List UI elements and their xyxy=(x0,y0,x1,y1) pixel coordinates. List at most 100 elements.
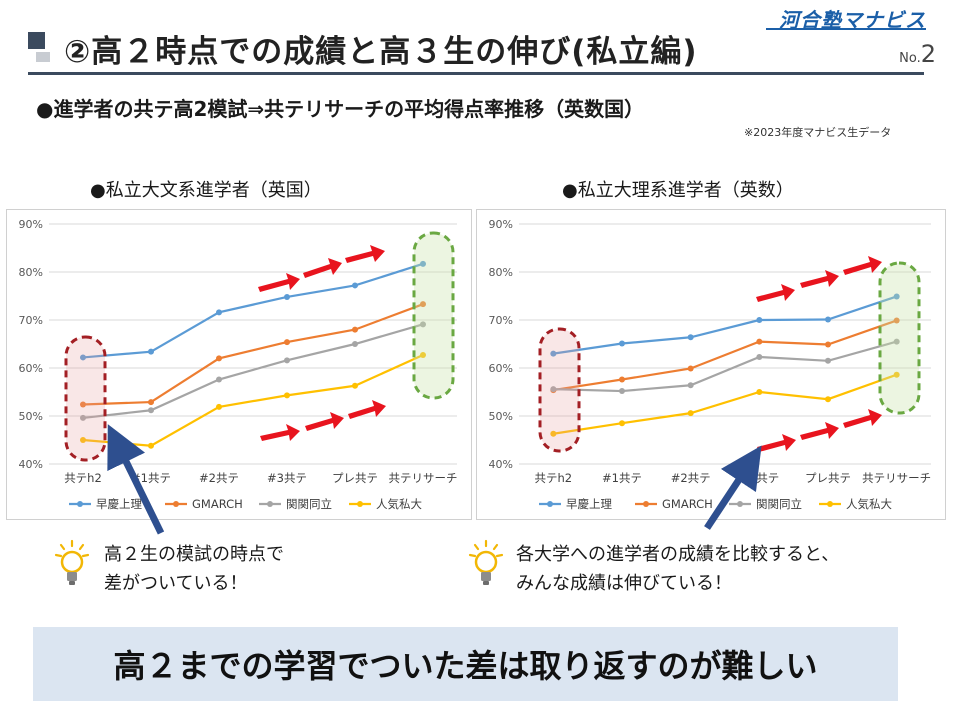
data-point xyxy=(687,334,694,341)
tip-right: 各大学への進学者の成績を比較すると、 みんな成績は伸びている！ xyxy=(516,540,839,598)
legend-marker xyxy=(547,501,553,507)
legend-label: 人気私大 xyxy=(846,497,892,511)
data-point xyxy=(893,293,900,300)
conclusion-banner: 高２までの学習でついた差は取り返すのが難しい xyxy=(33,627,898,701)
data-point xyxy=(216,403,222,410)
tip-left: 高２生の模試の時点で 差がついている！ xyxy=(104,540,284,598)
data-point xyxy=(825,341,831,348)
y-tick-label: 40% xyxy=(489,458,513,471)
chart-panel-science: 40% 50% 60% 70% 80% 90% 共テh2 #1共テ #2共テ #3共テ プレ共テ 共テ… xyxy=(476,209,946,520)
y-tick-label: 80% xyxy=(489,266,513,279)
data-point xyxy=(756,353,763,360)
y-tick-label: 90% xyxy=(19,218,43,231)
chart-title-science: ●私立大理系進学者（英数） xyxy=(562,180,794,201)
data-point xyxy=(148,399,154,406)
data-point xyxy=(893,317,900,324)
lightbulb-icon xyxy=(468,539,504,585)
x-tick-label: プレ共テ xyxy=(332,471,378,485)
x-tick-label: #3共テ xyxy=(739,471,779,485)
data-point xyxy=(80,414,86,421)
y-tick-label: 60% xyxy=(489,362,513,375)
data-point xyxy=(550,386,557,393)
series-line-2 xyxy=(553,340,897,393)
legend-marker xyxy=(827,501,833,507)
data-point xyxy=(756,338,763,345)
y-tick-label: 40% xyxy=(19,458,43,471)
data-point xyxy=(284,339,290,346)
tip-left-line1: 高２生の模試の時点で xyxy=(104,544,284,565)
x-tick-label: #1共テ xyxy=(602,471,642,485)
x-tick-label: 共テリサーチ xyxy=(862,471,931,485)
legend-label: 早慶上理 xyxy=(566,497,612,511)
series-line-1 xyxy=(553,319,898,392)
series-line-0 xyxy=(82,262,424,359)
legend-marker xyxy=(643,501,649,507)
data-point xyxy=(825,396,831,403)
data-point xyxy=(619,420,625,427)
x-tick-label: 共テリサーチ xyxy=(389,471,458,485)
brand-underline xyxy=(766,28,926,30)
data-point xyxy=(619,388,625,395)
page-number-value: 2 xyxy=(920,40,936,68)
data-point xyxy=(352,341,358,347)
conclusion-text: 高２までの学習でついた差は取り返すのが難しい xyxy=(113,647,818,685)
data-point xyxy=(550,350,557,357)
chart-title-humanities: ●私立大文系進学者（英国） xyxy=(90,180,322,201)
legend-label: 関関同立 xyxy=(756,497,802,511)
page-number: No.2 xyxy=(899,40,936,68)
data-point xyxy=(284,357,290,364)
y-tick-label: 70% xyxy=(19,314,43,327)
y-tick-label: 90% xyxy=(489,218,513,231)
x-tick-label: #1共テ xyxy=(131,471,171,485)
page-number-prefix: No. xyxy=(899,51,921,66)
data-point xyxy=(352,282,358,289)
data-point xyxy=(420,352,426,359)
tip-right-line2: みんな成績は伸びている！ xyxy=(516,573,732,594)
series-line-2 xyxy=(82,323,424,420)
legend-label: 関関同立 xyxy=(286,497,332,511)
data-point xyxy=(352,326,358,333)
tip-right-line1: 各大学への進学者の成績を比較すると、 xyxy=(516,544,840,565)
data-point xyxy=(284,293,290,300)
data-point xyxy=(420,301,426,308)
data-point xyxy=(284,392,290,399)
y-tick-label: 80% xyxy=(19,266,43,279)
data-point xyxy=(687,410,694,417)
data-point xyxy=(420,321,426,328)
legend-marker xyxy=(77,501,83,507)
line-chart-science: 40% 50% 60% 70% 80% 90% 共テh2 #1共テ #2共テ #3共テ プレ共テ 共テ… xyxy=(489,218,932,511)
legend-label: GMARCH xyxy=(192,497,243,511)
data-point xyxy=(80,437,86,443)
x-tick-label: #2共テ xyxy=(671,471,711,485)
title-marker-shadow xyxy=(36,52,50,62)
legend-label: 早慶上理 xyxy=(96,497,142,511)
legend-marker xyxy=(173,501,179,507)
data-point xyxy=(216,376,222,383)
data-point xyxy=(550,430,557,437)
y-tick-label: 50% xyxy=(19,410,43,423)
data-point xyxy=(825,316,831,323)
title-underline xyxy=(28,72,924,75)
y-tick-label: 50% xyxy=(489,410,513,423)
data-point xyxy=(756,317,763,323)
data-point xyxy=(352,382,358,389)
series-line-3 xyxy=(553,373,898,435)
data-point xyxy=(80,354,86,361)
series-line-3 xyxy=(82,354,424,447)
legend-marker xyxy=(357,501,363,507)
data-point xyxy=(216,355,222,362)
data-point xyxy=(148,407,154,414)
data-point xyxy=(893,371,900,378)
data-point xyxy=(756,389,763,395)
data-point xyxy=(619,376,625,383)
y-tick-label: 70% xyxy=(489,314,513,327)
legend-label: GMARCH xyxy=(662,497,713,511)
chart-panel-humanities: 40% 50% 60% 70% 80% 90% 共テh2 #1共テ #2共テ #3共テ プレ共テ 共テ… xyxy=(6,209,472,520)
data-point xyxy=(687,382,694,389)
lightbulb-icon xyxy=(54,539,90,585)
series-line-1 xyxy=(82,303,424,406)
data-point xyxy=(893,338,900,345)
x-tick-label: 共テh2 xyxy=(64,471,102,485)
data-source-note: ※2023年度マナビス生データ xyxy=(744,126,892,139)
data-point xyxy=(687,365,694,372)
